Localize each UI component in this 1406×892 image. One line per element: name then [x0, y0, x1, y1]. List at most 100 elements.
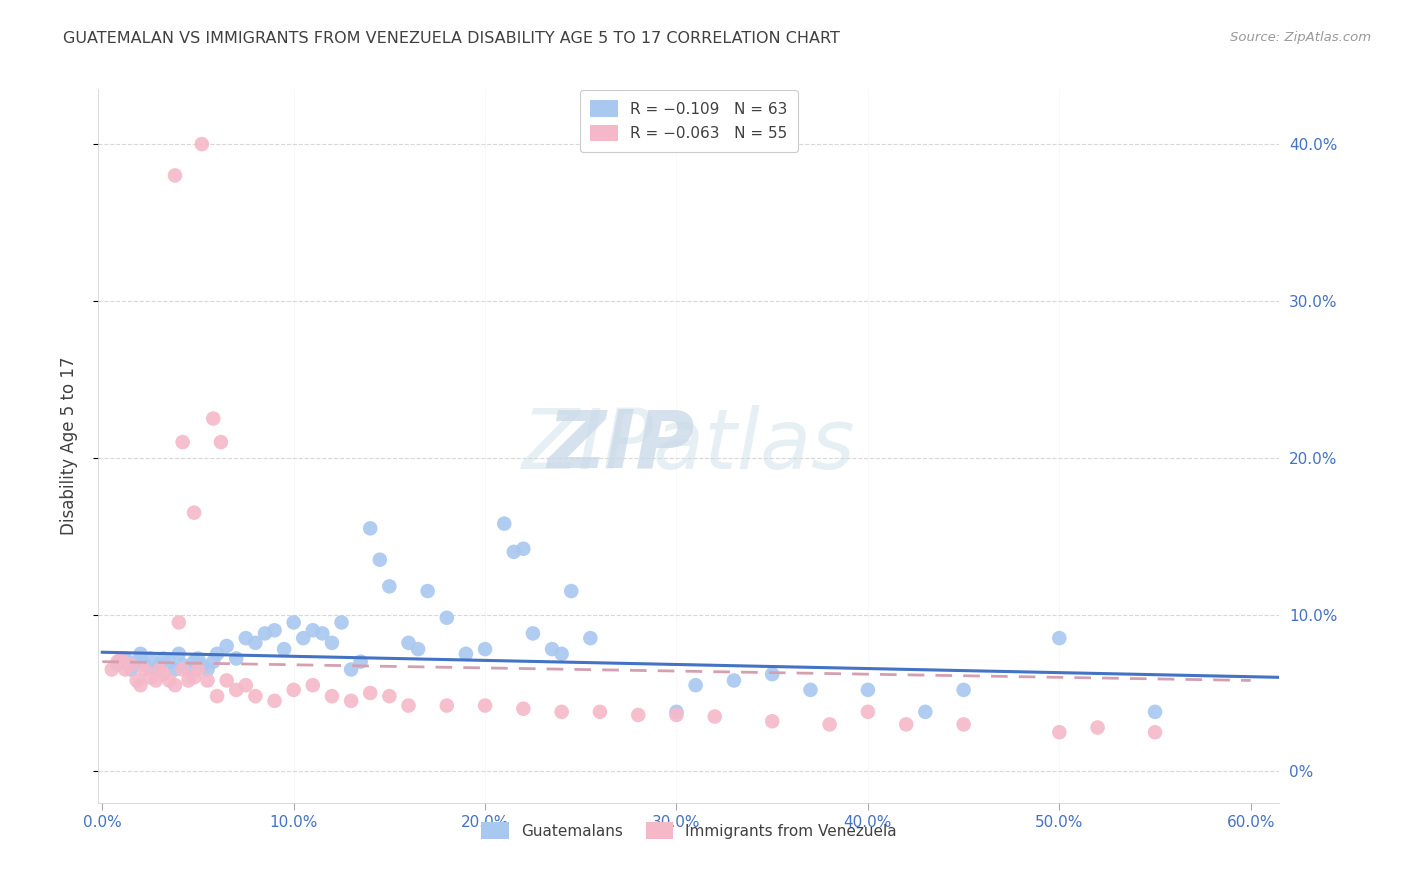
- Point: [273, 642, 295, 657]
- Point: [685, 678, 707, 692]
- Point: [703, 709, 725, 723]
- Legend: Guatemalans, Immigrants from Venezuela: Guatemalans, Immigrants from Venezuela: [475, 816, 903, 845]
- Point: [494, 516, 516, 531]
- Point: [129, 678, 152, 692]
- Point: [235, 631, 257, 645]
- Point: [321, 636, 343, 650]
- Point: [225, 682, 247, 697]
- Point: [627, 708, 650, 723]
- Point: [263, 624, 285, 638]
- Point: [321, 689, 343, 703]
- Point: [163, 678, 186, 692]
- Text: GUATEMALAN VS IMMIGRANTS FROM VENEZUELA DISABILITY AGE 5 TO 17 CORRELATION CHART: GUATEMALAN VS IMMIGRANTS FROM VENEZUELA …: [63, 31, 841, 46]
- Point: [856, 705, 879, 719]
- Point: [139, 651, 162, 665]
- Point: [378, 689, 401, 703]
- Point: [1087, 721, 1109, 735]
- Point: [149, 657, 172, 672]
- Point: [436, 611, 458, 625]
- Point: [896, 717, 918, 731]
- Point: [454, 647, 477, 661]
- Point: [235, 678, 257, 692]
- Point: [474, 642, 496, 657]
- Point: [1144, 725, 1167, 739]
- Point: [114, 651, 136, 665]
- Point: [145, 673, 167, 688]
- Point: [378, 579, 401, 593]
- Point: [209, 435, 232, 450]
- Point: [139, 670, 162, 684]
- Point: [157, 673, 180, 688]
- Point: [474, 698, 496, 713]
- Point: [589, 705, 612, 719]
- Point: [129, 647, 152, 661]
- Point: [191, 137, 214, 152]
- Point: [187, 651, 209, 665]
- Point: [245, 689, 267, 703]
- Point: [952, 682, 974, 697]
- Point: [172, 435, 194, 450]
- Point: [183, 506, 205, 520]
- Point: [541, 642, 564, 657]
- Point: [107, 655, 129, 669]
- Point: [202, 655, 225, 669]
- Text: ZIPatlas: ZIPatlas: [522, 406, 856, 486]
- Point: [134, 657, 156, 672]
- Point: [167, 615, 190, 630]
- Point: [205, 689, 228, 703]
- Point: [283, 682, 305, 697]
- Point: [183, 670, 205, 684]
- Point: [665, 708, 688, 723]
- Point: [550, 647, 572, 661]
- Point: [522, 626, 544, 640]
- Point: [183, 655, 205, 669]
- Point: [172, 663, 194, 677]
- Point: [398, 636, 420, 650]
- Point: [579, 631, 602, 645]
- Point: [152, 667, 174, 681]
- Point: [253, 626, 276, 640]
- Point: [191, 657, 214, 672]
- Point: [359, 686, 381, 700]
- Point: [416, 584, 439, 599]
- Point: [172, 657, 194, 672]
- Point: [340, 663, 363, 677]
- Point: [167, 647, 190, 661]
- Point: [120, 657, 142, 672]
- Point: [197, 663, 219, 677]
- Point: [152, 651, 174, 665]
- Point: [215, 673, 238, 688]
- Point: [359, 521, 381, 535]
- Point: [512, 702, 534, 716]
- Point: [502, 545, 524, 559]
- Point: [134, 663, 156, 677]
- Point: [114, 663, 136, 677]
- Point: [914, 705, 936, 719]
- Point: [398, 698, 420, 713]
- Point: [818, 717, 841, 731]
- Point: [1144, 705, 1167, 719]
- Point: [107, 657, 129, 672]
- Point: [512, 541, 534, 556]
- Text: ZIP: ZIP: [547, 407, 695, 485]
- Point: [368, 552, 391, 566]
- Point: [723, 673, 745, 688]
- Point: [110, 651, 132, 665]
- Point: [406, 642, 429, 657]
- Point: [263, 694, 285, 708]
- Text: ZIP: ZIP: [547, 407, 695, 485]
- Point: [952, 717, 974, 731]
- Point: [177, 663, 200, 677]
- Point: [225, 651, 247, 665]
- Point: [202, 411, 225, 425]
- Point: [215, 639, 238, 653]
- Point: [436, 698, 458, 713]
- Point: [149, 663, 172, 677]
- Point: [665, 705, 688, 719]
- Point: [177, 673, 200, 688]
- Point: [799, 682, 821, 697]
- Point: [283, 615, 305, 630]
- Point: [163, 169, 186, 183]
- Point: [340, 694, 363, 708]
- Point: [330, 615, 353, 630]
